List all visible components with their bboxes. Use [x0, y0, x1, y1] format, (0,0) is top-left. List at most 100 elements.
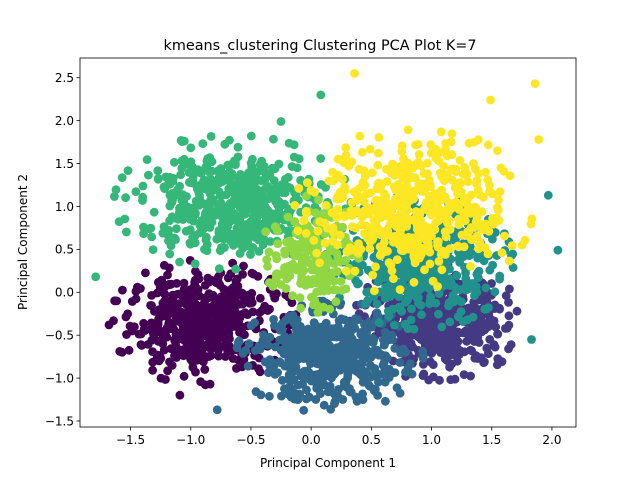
data-point-cluster-0 [112, 296, 122, 306]
data-point-cluster-3 [468, 312, 478, 322]
data-point-cluster-4 [271, 197, 281, 207]
data-point-cluster-6 [379, 189, 389, 199]
data-point-cluster-6 [389, 274, 398, 283]
data-point-cluster-4 [190, 231, 200, 241]
data-point-cluster-6 [378, 242, 387, 252]
data-point-cluster-0 [175, 390, 185, 400]
data-point-cluster-4 [246, 190, 256, 200]
data-point-cluster-2 [286, 348, 295, 358]
data-point-cluster-6 [396, 220, 406, 229]
data-point-cluster-5 [322, 279, 332, 289]
data-point-cluster-5 [296, 279, 305, 288]
data-point-cluster-5 [285, 271, 295, 281]
data-point-cluster-6 [493, 204, 503, 214]
data-point-cluster-5 [296, 303, 306, 313]
data-point-cluster-6 [321, 201, 331, 210]
data-point-cluster-4 [281, 174, 290, 184]
x-tick-label: 2.0 [542, 433, 561, 447]
data-point-cluster-1 [447, 324, 457, 334]
data-point-cluster-6 [437, 265, 447, 275]
data-point-cluster-6 [433, 237, 443, 246]
data-point-cluster-1 [480, 325, 490, 335]
data-point-cluster-6 [387, 213, 397, 223]
data-point-cluster-4 [174, 208, 184, 217]
data-point-cluster-5 [261, 227, 271, 237]
x-axis-label: Principal Component 1 [260, 456, 396, 470]
data-point-cluster-2 [212, 405, 222, 415]
data-point-cluster-6 [520, 235, 530, 245]
data-point-cluster-5 [288, 291, 297, 301]
data-point-cluster-1 [424, 375, 434, 385]
data-point-cluster-6 [414, 150, 424, 159]
data-point-cluster-6 [499, 166, 509, 176]
data-point-cluster-2 [312, 381, 322, 391]
data-point-cluster-1 [435, 375, 444, 385]
data-point-cluster-2 [296, 343, 306, 353]
data-point-cluster-6 [434, 156, 444, 166]
data-point-cluster-2 [294, 329, 303, 338]
data-point-cluster-2 [280, 332, 289, 341]
data-point-cluster-4 [160, 184, 170, 194]
data-point-cluster-5 [336, 277, 346, 286]
data-point-cluster-6 [403, 125, 413, 135]
data-point-cluster-3 [383, 306, 393, 316]
data-point-cluster-0 [131, 287, 141, 296]
data-point-cluster-4 [321, 183, 330, 192]
data-point-cluster-2 [307, 376, 316, 386]
data-point-cluster-6 [365, 144, 375, 154]
data-point-cluster-4 [175, 257, 185, 267]
data-point-cluster-6 [426, 140, 436, 150]
data-point-cluster-4 [221, 174, 231, 184]
data-point-cluster-3 [434, 309, 443, 319]
data-point-cluster-4 [272, 182, 282, 192]
data-point-cluster-4 [165, 216, 175, 226]
data-point-cluster-4 [280, 199, 289, 209]
data-point-cluster-0 [156, 354, 166, 363]
data-point-cluster-4 [289, 152, 299, 162]
data-point-cluster-6 [323, 223, 332, 233]
data-point-cluster-6 [425, 180, 435, 190]
data-point-cluster-3 [508, 263, 518, 272]
data-point-cluster-4 [177, 156, 187, 166]
data-point-cluster-0 [205, 379, 215, 389]
data-point-cluster-3 [389, 285, 399, 295]
data-point-cluster-0 [239, 292, 249, 302]
data-point-cluster-2 [306, 359, 315, 368]
data-point-cluster-6 [363, 203, 373, 213]
data-point-cluster-5 [290, 217, 300, 226]
data-point-cluster-6 [469, 137, 479, 147]
data-point-cluster-6 [315, 258, 324, 268]
data-point-cluster-6 [371, 218, 381, 228]
data-point-cluster-6 [472, 176, 482, 185]
data-point-cluster-0 [228, 284, 238, 294]
y-tick-label: −0.5 [45, 328, 74, 342]
data-point-cluster-5 [340, 256, 349, 266]
data-point-cluster-1 [422, 320, 432, 329]
data-point-cluster-2 [319, 400, 329, 410]
data-point-cluster-6 [423, 169, 432, 179]
data-point-cluster-6 [333, 170, 343, 180]
data-point-cluster-4 [214, 187, 224, 197]
data-point-cluster-4 [186, 143, 196, 153]
data-point-cluster-4 [91, 272, 101, 282]
data-point-cluster-4 [149, 207, 159, 217]
data-point-cluster-6 [430, 208, 440, 218]
data-point-cluster-0 [127, 326, 137, 336]
data-point-cluster-6 [486, 95, 495, 105]
data-point-cluster-4 [265, 208, 275, 218]
data-point-cluster-0 [148, 328, 158, 338]
data-point-cluster-0 [143, 340, 153, 349]
data-point-cluster-0 [204, 338, 214, 347]
data-point-cluster-0 [153, 336, 163, 346]
data-point-cluster-3 [403, 296, 412, 305]
data-point-cluster-2 [392, 383, 402, 393]
data-point-cluster-4 [292, 163, 302, 173]
data-point-cluster-4 [316, 90, 326, 100]
data-point-cluster-0 [287, 298, 297, 307]
x-tick-label: 0.5 [362, 433, 381, 447]
data-point-cluster-1 [506, 340, 516, 349]
data-point-cluster-6 [456, 179, 465, 189]
data-point-cluster-0 [232, 319, 242, 328]
data-point-cluster-5 [290, 251, 300, 261]
data-point-cluster-6 [390, 170, 400, 180]
